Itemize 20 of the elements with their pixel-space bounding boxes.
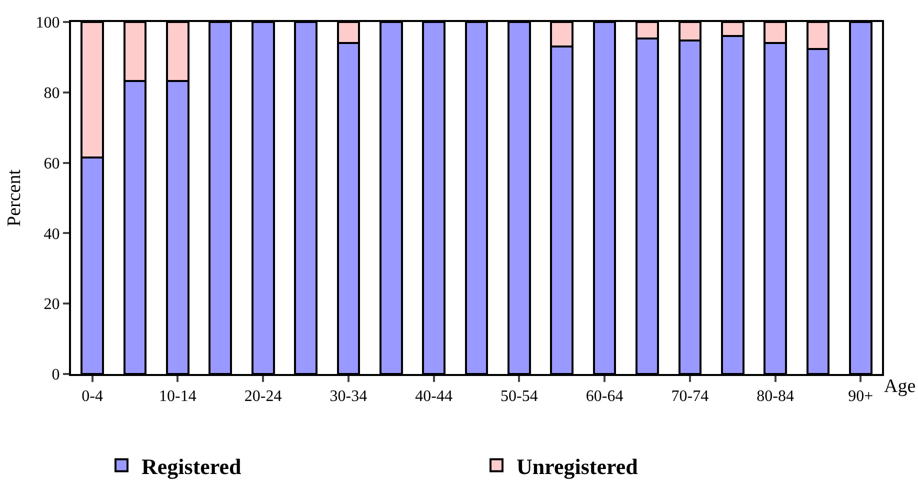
y-tick-label: 20 bbox=[44, 296, 60, 314]
x-tick-label: 90+ bbox=[848, 388, 874, 406]
x-tick-label: 10-14 bbox=[159, 388, 196, 406]
y-tick-label: 40 bbox=[44, 226, 60, 243]
x-axis-title: Age bbox=[884, 376, 916, 397]
x-tick-label: 0-4 bbox=[82, 388, 104, 406]
x-tick-label: 70-74 bbox=[671, 388, 709, 406]
x-tick-label: 40-44 bbox=[415, 388, 452, 406]
legend-label: Registered bbox=[142, 454, 242, 479]
x-tick-label: 20-24 bbox=[244, 388, 282, 406]
x-tick-label: 80-84 bbox=[756, 388, 794, 406]
y-tick-label: 80 bbox=[44, 85, 60, 102]
y-tick-label: 60 bbox=[44, 155, 60, 172]
legend-label: Unregistered bbox=[516, 454, 638, 479]
y-axis-title: Percent bbox=[4, 168, 26, 226]
x-tick-label: 50-54 bbox=[500, 388, 538, 406]
x-tick-label: 30-34 bbox=[330, 388, 368, 406]
y-tick-label: 0 bbox=[52, 366, 60, 384]
y-tick-label: 100 bbox=[36, 14, 60, 32]
x-tick-label: 60-64 bbox=[586, 388, 624, 406]
